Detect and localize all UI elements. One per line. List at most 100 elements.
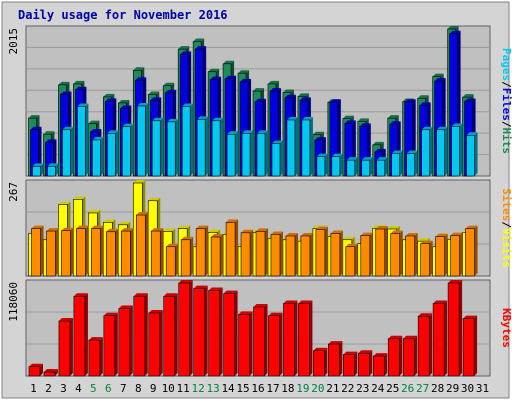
bar-top [77,103,89,107]
bar-top [58,318,73,322]
bar-top [390,230,403,234]
sites-bar-day-3 [61,230,71,277]
bar-top [357,118,369,122]
bar-top [122,123,134,127]
bar-side [369,232,373,276]
kbytes-bar-day-21 [328,343,340,377]
bar-side [294,116,298,176]
bar-side [190,236,194,276]
bar-side [265,228,269,276]
pages-bar-day-16 [256,133,266,177]
bar-side [40,163,44,176]
bar-top [43,131,55,135]
bar-side [414,150,418,176]
bar-top [312,131,324,135]
x-tick-label-day-28: 28 [431,382,444,395]
bar-top [163,293,178,297]
bar-top [267,80,279,84]
bar-side [145,102,149,176]
bar-top [417,238,430,242]
sites-bar-day-7 [121,230,131,277]
bar-side [444,233,448,276]
sites-bar-day-20 [315,229,326,277]
bar-top [73,293,88,297]
bar-top [271,140,283,144]
kbytes-bar-day-28 [432,303,445,377]
bar-top [436,126,448,130]
bar-top [148,91,160,95]
bar-side [114,312,118,376]
bar-top [30,126,42,130]
bar-top [43,369,58,373]
x-tick-label-day-31: 31 [476,382,489,395]
bar-side [309,232,313,276]
sites-bar-day-2 [46,230,56,277]
x-tick-label-day-7: 7 [120,382,127,395]
legend-label: Sites [500,188,512,221]
x-tick-label-day-2: 2 [45,382,52,395]
bar-side [474,132,478,176]
legend-label: / [500,81,512,88]
bar-side [444,126,448,176]
bar-side [399,230,403,276]
bar-side [144,293,148,376]
sites-bar-day-28 [435,236,445,277]
pages-bar-day-17 [271,143,281,177]
bar-side [279,140,283,176]
bar-side [160,228,164,276]
bar-top [284,94,296,98]
x-tick-label-day-6: 6 [105,382,112,395]
pages-bar-day-11 [181,106,191,177]
sites-bar-day-14 [225,222,236,277]
kbytes-bar-day-22 [343,354,355,377]
bar-side [130,228,134,276]
bar-top [465,225,478,229]
bar-top [346,157,358,161]
bar-top [360,232,373,236]
x-tick-label-day-14: 14 [221,382,235,395]
pages-bar-day-19 [301,119,311,177]
kbytes-bar-day-17 [268,315,280,377]
bar-side [459,280,463,376]
x-tick-label-day-21: 21 [326,382,339,395]
bar-top [152,117,164,121]
sites-bar-day-5 [91,228,101,277]
bar-top [225,75,237,79]
bar-side [99,337,103,376]
kbytes-bar-day-9 [148,312,161,377]
sites-bar-day-22 [345,246,356,277]
bar-side [205,116,209,176]
bar-side [414,232,418,276]
bar-top [73,80,85,84]
bar-side [429,313,433,376]
bar-side [474,315,478,376]
bar-top [137,102,149,106]
pages-bar-day-13 [211,120,221,177]
bar-side [354,351,358,376]
bar-top [421,126,433,130]
bar-top [344,120,356,124]
kbytes-series [28,280,478,377]
bar-top [253,88,265,92]
bar-side [40,225,44,276]
sites-bar-day-23 [360,235,371,277]
legend-label: KBytes [500,308,512,348]
bar-top [135,77,147,81]
bar-top [389,121,401,125]
x-tick-label-day-30: 30 [461,382,474,395]
pages-bar-day-30 [466,134,475,177]
x-tick-label-day-27: 27 [416,382,429,395]
kbytes-bar-day-3 [58,320,71,377]
bar-side [294,300,298,376]
sites-bar-day-13 [210,236,221,277]
bar-top [285,232,298,236]
bar-side [279,231,283,276]
pages-bar-day-18 [286,119,296,177]
kbytes-bar-day-18 [283,303,295,377]
x-tick-label-day-25: 25 [386,382,399,395]
bar-top [133,67,145,71]
bar-top [359,123,371,127]
bar-top [387,115,399,119]
bar-top [61,227,74,231]
